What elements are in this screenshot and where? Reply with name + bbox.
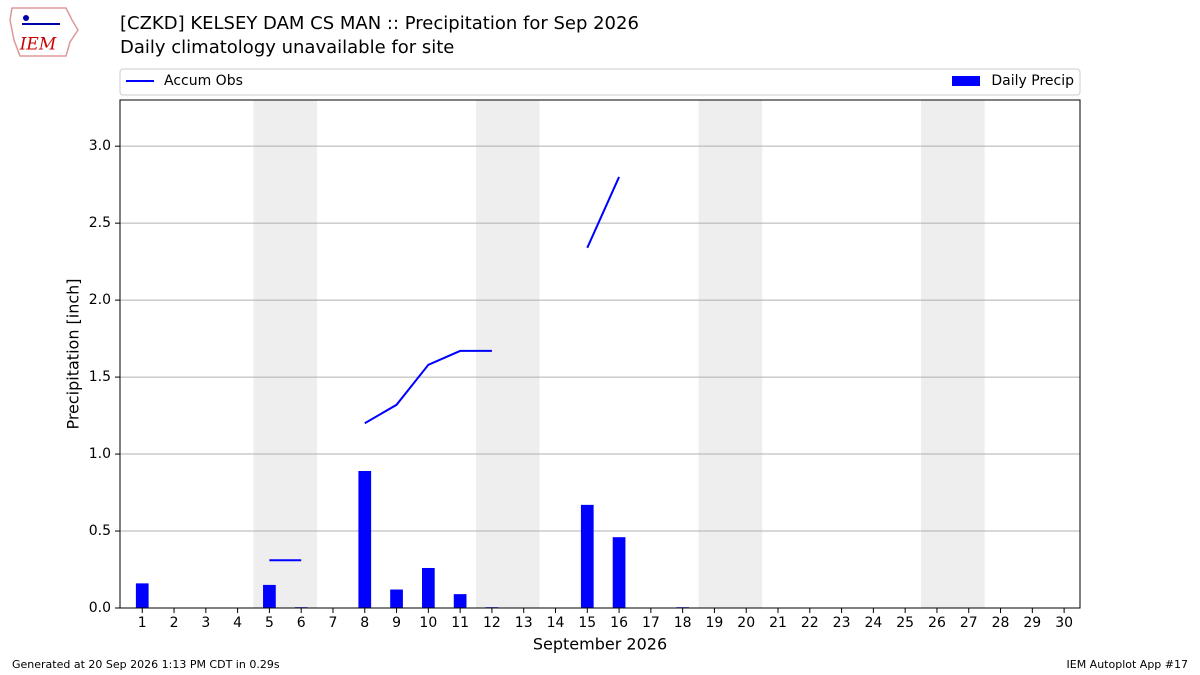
y-tick-label: 1.5 <box>89 369 111 385</box>
weekend-shade <box>253 100 318 608</box>
x-tick-label: 29 <box>1023 615 1041 631</box>
x-tick-label: 25 <box>896 615 914 631</box>
x-tick-label: 12 <box>483 615 501 631</box>
y-tick-label: 2.0 <box>89 292 111 308</box>
y-tick-label: 0.0 <box>89 600 111 616</box>
x-tick-label: 28 <box>992 615 1010 631</box>
legend-label: Daily Precip <box>991 73 1074 89</box>
x-tick-label: 23 <box>833 615 851 631</box>
x-tick-label: 15 <box>578 615 596 631</box>
bar <box>580 504 594 608</box>
x-tick-label: 21 <box>769 615 787 631</box>
logo-text: IEM <box>19 35 57 55</box>
x-tick-label: 20 <box>737 615 755 631</box>
y-tick-label: 3.0 <box>89 138 111 154</box>
x-tick-label: 6 <box>297 615 306 631</box>
bar <box>453 594 467 608</box>
line <box>269 176 620 562</box>
weekend-shade <box>921 100 985 608</box>
x-tick-label: 10 <box>419 615 437 631</box>
x-tick-label: 27 <box>960 615 978 631</box>
bar <box>358 470 372 608</box>
x-tick-label: 8 <box>360 615 369 631</box>
x-tick-label: 16 <box>610 615 628 631</box>
legend-box <box>119 68 1081 96</box>
bar <box>390 589 403 608</box>
x-tick-label: 1 <box>138 615 147 631</box>
x-tick-label: 26 <box>928 615 946 631</box>
legend-swatch <box>952 76 980 86</box>
x-tick-label: 4 <box>233 615 242 631</box>
x-tick-label: 11 <box>451 615 469 631</box>
logo-dot <box>23 15 29 21</box>
y-tick-label: 0.5 <box>89 523 111 539</box>
x-tick-label: 18 <box>674 615 692 631</box>
chart-title: [CZKD] KELSEY DAM CS MAN :: Precipitatio… <box>120 13 639 34</box>
x-tick-label: 17 <box>642 615 660 631</box>
legend-label: Accum Obs <box>164 73 243 89</box>
x-tick-label: 13 <box>515 615 533 631</box>
x-tick-label: 24 <box>864 615 882 631</box>
footer-left: Generated at 20 Sep 2026 1:13 PM CDT in … <box>12 658 280 671</box>
x-tick-label: 5 <box>265 615 274 631</box>
y-tick-label: 1.0 <box>89 446 111 462</box>
bar <box>612 537 626 608</box>
logo: IEM <box>9 7 79 57</box>
weekend-shade <box>476 100 540 608</box>
x-tick-label: 22 <box>801 615 819 631</box>
bar <box>135 583 149 608</box>
x-axis-label: September 2026 <box>533 635 667 654</box>
y-axis-label: Precipitation [inch] <box>64 278 83 429</box>
x-tick-label: 7 <box>329 615 338 631</box>
bar <box>263 584 276 608</box>
footer-right: IEM Autoplot App #17 <box>1067 658 1189 671</box>
x-tick-label: 19 <box>706 615 724 631</box>
x-tick-label: 14 <box>547 615 565 631</box>
weekend-shade <box>698 100 763 608</box>
x-tick-label: 2 <box>170 615 179 631</box>
x-tick-label: 3 <box>201 615 210 631</box>
y-tick-label: 2.5 <box>89 215 111 231</box>
bar <box>421 567 435 608</box>
x-tick-label: 9 <box>392 615 401 631</box>
plot-frame <box>119 99 1081 609</box>
chart-subtitle: Daily climatology unavailable for site <box>120 37 454 58</box>
x-tick-label: 30 <box>1055 615 1073 631</box>
